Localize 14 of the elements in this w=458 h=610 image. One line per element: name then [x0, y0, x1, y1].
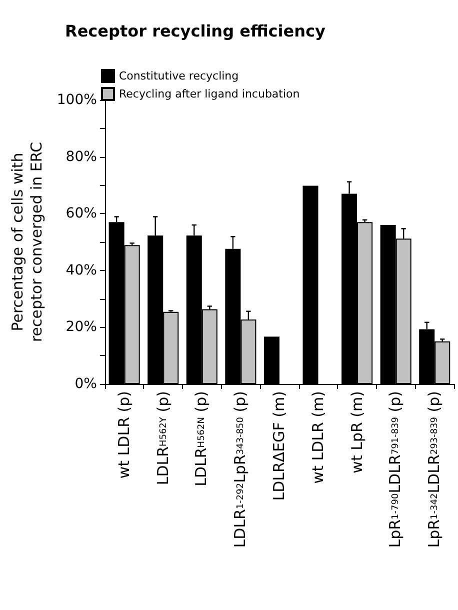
- legend-label: Recycling after ligand incubation: [119, 88, 300, 100]
- x-tick-label: wt LDLR (m): [309, 391, 328, 484]
- x-tick-label: wt LDLR (p): [115, 391, 134, 479]
- y-tick-label: 100%: [56, 92, 97, 108]
- y-tick-label: 60%: [66, 206, 97, 222]
- legend-label: Constitutive recycling: [119, 70, 239, 82]
- chart-title: Receptor recycling efficiency: [65, 22, 326, 40]
- x-tick-label: wt LpR (m): [348, 391, 366, 474]
- y-tick-label: 40%: [66, 262, 97, 278]
- y-tick-label: 0%: [74, 376, 97, 392]
- y-tick-label: 80%: [66, 148, 97, 165]
- y-tick-label: 20%: [66, 319, 97, 336]
- y-axis-title: Percentage of cells with receptor converged in ERC: [8, 142, 46, 342]
- x-tick-label: LDLRΔEGF (m): [270, 391, 288, 501]
